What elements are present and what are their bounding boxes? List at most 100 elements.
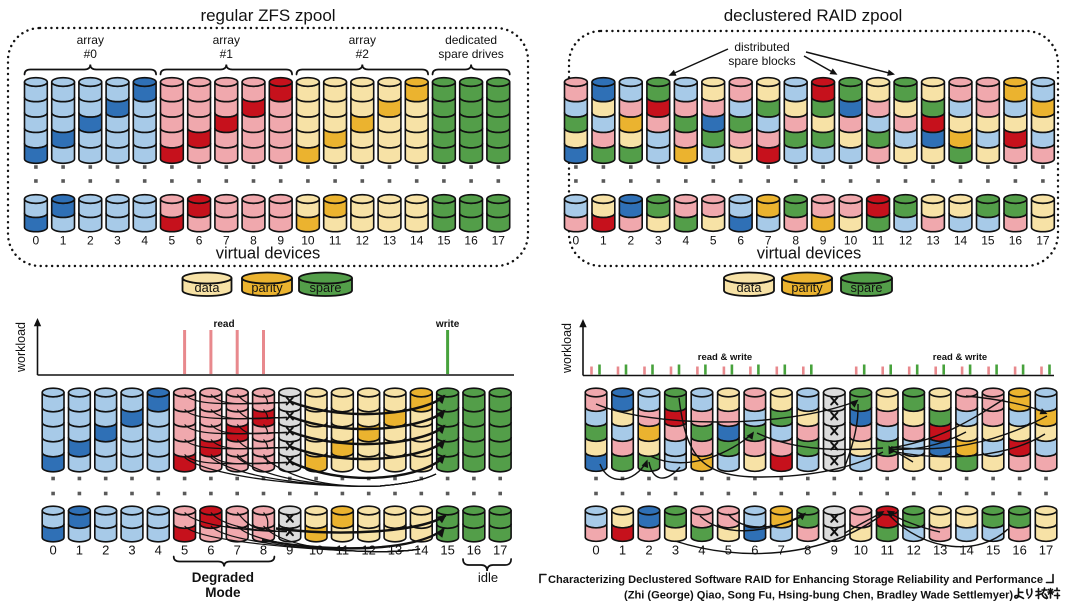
- svg-text:15: 15: [440, 543, 454, 558]
- svg-text:3: 3: [128, 543, 135, 558]
- svg-text:0: 0: [573, 234, 580, 248]
- svg-text:12: 12: [356, 234, 370, 248]
- svg-text:read & write: read & write: [698, 352, 752, 363]
- svg-text:array: array: [349, 33, 376, 47]
- svg-text:15: 15: [981, 234, 995, 248]
- svg-text:14: 14: [959, 543, 973, 558]
- svg-text:0: 0: [33, 234, 40, 248]
- svg-text:5: 5: [710, 234, 717, 248]
- svg-text:17: 17: [1036, 234, 1050, 248]
- svg-text:5: 5: [181, 543, 188, 558]
- svg-text:16: 16: [464, 234, 478, 248]
- svg-text:7: 7: [765, 234, 772, 248]
- svg-text:10: 10: [301, 234, 315, 248]
- svg-text:16: 16: [1012, 543, 1026, 558]
- svg-text:array: array: [77, 33, 104, 47]
- svg-text:declustered RAID zpool: declustered RAID zpool: [724, 6, 903, 25]
- svg-text:15: 15: [437, 234, 451, 248]
- svg-text:9: 9: [820, 234, 827, 248]
- svg-text:3: 3: [114, 234, 121, 248]
- svg-text:Mode: Mode: [205, 585, 241, 600]
- svg-text:parity: parity: [791, 280, 823, 295]
- svg-text:write: write: [435, 319, 460, 330]
- svg-text:4: 4: [141, 234, 148, 248]
- svg-text:6: 6: [737, 234, 744, 248]
- svg-text:9: 9: [831, 543, 838, 558]
- svg-text:1: 1: [60, 234, 67, 248]
- svg-text:14: 14: [410, 234, 424, 248]
- svg-text:2: 2: [627, 234, 634, 248]
- svg-text:data: data: [737, 280, 763, 295]
- svg-text:#1: #1: [220, 47, 234, 61]
- svg-text:12: 12: [361, 543, 375, 558]
- svg-text:17: 17: [1039, 543, 1053, 558]
- svg-text:5: 5: [725, 543, 732, 558]
- svg-text:array: array: [213, 33, 240, 47]
- svg-text:17: 17: [492, 234, 506, 248]
- svg-text:8: 8: [260, 543, 267, 558]
- svg-text:spare blocks: spare blocks: [728, 54, 795, 68]
- svg-text:6: 6: [751, 543, 758, 558]
- svg-text:3: 3: [655, 234, 662, 248]
- svg-text:data: data: [195, 280, 221, 295]
- svg-text:distributed: distributed: [734, 40, 789, 54]
- svg-text:7: 7: [234, 543, 241, 558]
- svg-text:14: 14: [954, 234, 968, 248]
- svg-text:15: 15: [986, 543, 1000, 558]
- svg-text:0: 0: [592, 543, 599, 558]
- svg-text:8: 8: [250, 234, 257, 248]
- svg-text:virtual devices: virtual devices: [757, 245, 862, 263]
- svg-text:4: 4: [682, 234, 689, 248]
- svg-text:1: 1: [619, 543, 626, 558]
- svg-text:Characterizing Declustered Sof: Characterizing Declustered Software RAID…: [548, 574, 1043, 586]
- svg-text:spare drives: spare drives: [438, 47, 503, 61]
- svg-text:12: 12: [899, 234, 913, 248]
- svg-text:dedicated: dedicated: [445, 33, 497, 47]
- svg-text:13: 13: [926, 234, 940, 248]
- svg-text:spare: spare: [850, 280, 882, 295]
- svg-text:workload: workload: [14, 322, 28, 373]
- svg-text:6: 6: [196, 234, 203, 248]
- svg-text:13: 13: [933, 543, 947, 558]
- svg-text:0: 0: [49, 543, 56, 558]
- svg-text:4: 4: [698, 543, 705, 558]
- svg-text:workload: workload: [560, 323, 574, 374]
- svg-text:4: 4: [155, 543, 162, 558]
- svg-text:regular ZFS zpool: regular ZFS zpool: [200, 6, 335, 25]
- svg-text:idle: idle: [478, 570, 498, 585]
- svg-text:10: 10: [854, 543, 868, 558]
- svg-text:14: 14: [414, 543, 428, 558]
- svg-text:9: 9: [277, 234, 284, 248]
- svg-text:12: 12: [906, 543, 920, 558]
- svg-text:#0: #0: [84, 47, 98, 61]
- svg-text:2: 2: [87, 234, 94, 248]
- svg-text:7: 7: [778, 543, 785, 558]
- svg-text:Degraded: Degraded: [192, 570, 254, 585]
- svg-text:#2: #2: [356, 47, 370, 61]
- svg-text:2: 2: [102, 543, 109, 558]
- svg-text:1: 1: [600, 234, 607, 248]
- svg-text:11: 11: [329, 234, 342, 248]
- svg-text:17: 17: [493, 543, 507, 558]
- svg-text:16: 16: [1009, 234, 1023, 248]
- svg-text:read & write: read & write: [933, 352, 987, 363]
- svg-text:10: 10: [844, 234, 858, 248]
- svg-text:11: 11: [872, 234, 885, 248]
- svg-text:1: 1: [76, 543, 83, 558]
- svg-text:9: 9: [286, 543, 293, 558]
- svg-text:spare: spare: [309, 280, 341, 295]
- svg-text:16: 16: [467, 543, 481, 558]
- svg-text:7: 7: [223, 234, 230, 248]
- svg-text:8: 8: [804, 543, 811, 558]
- svg-text:13: 13: [383, 234, 397, 248]
- svg-text:virtual devices: virtual devices: [216, 245, 321, 263]
- svg-text:8: 8: [792, 234, 799, 248]
- svg-text:read: read: [213, 319, 234, 330]
- svg-text:5: 5: [169, 234, 176, 248]
- svg-text:10: 10: [309, 543, 323, 558]
- svg-text:6: 6: [207, 543, 214, 558]
- svg-text:3: 3: [672, 543, 679, 558]
- svg-text:11: 11: [880, 543, 894, 558]
- svg-text:(Zhi (George) Qiao, Song Fu, H: (Zhi (George) Qiao, Song Fu, Hsing-bung …: [624, 590, 1013, 602]
- svg-text:parity: parity: [251, 280, 283, 295]
